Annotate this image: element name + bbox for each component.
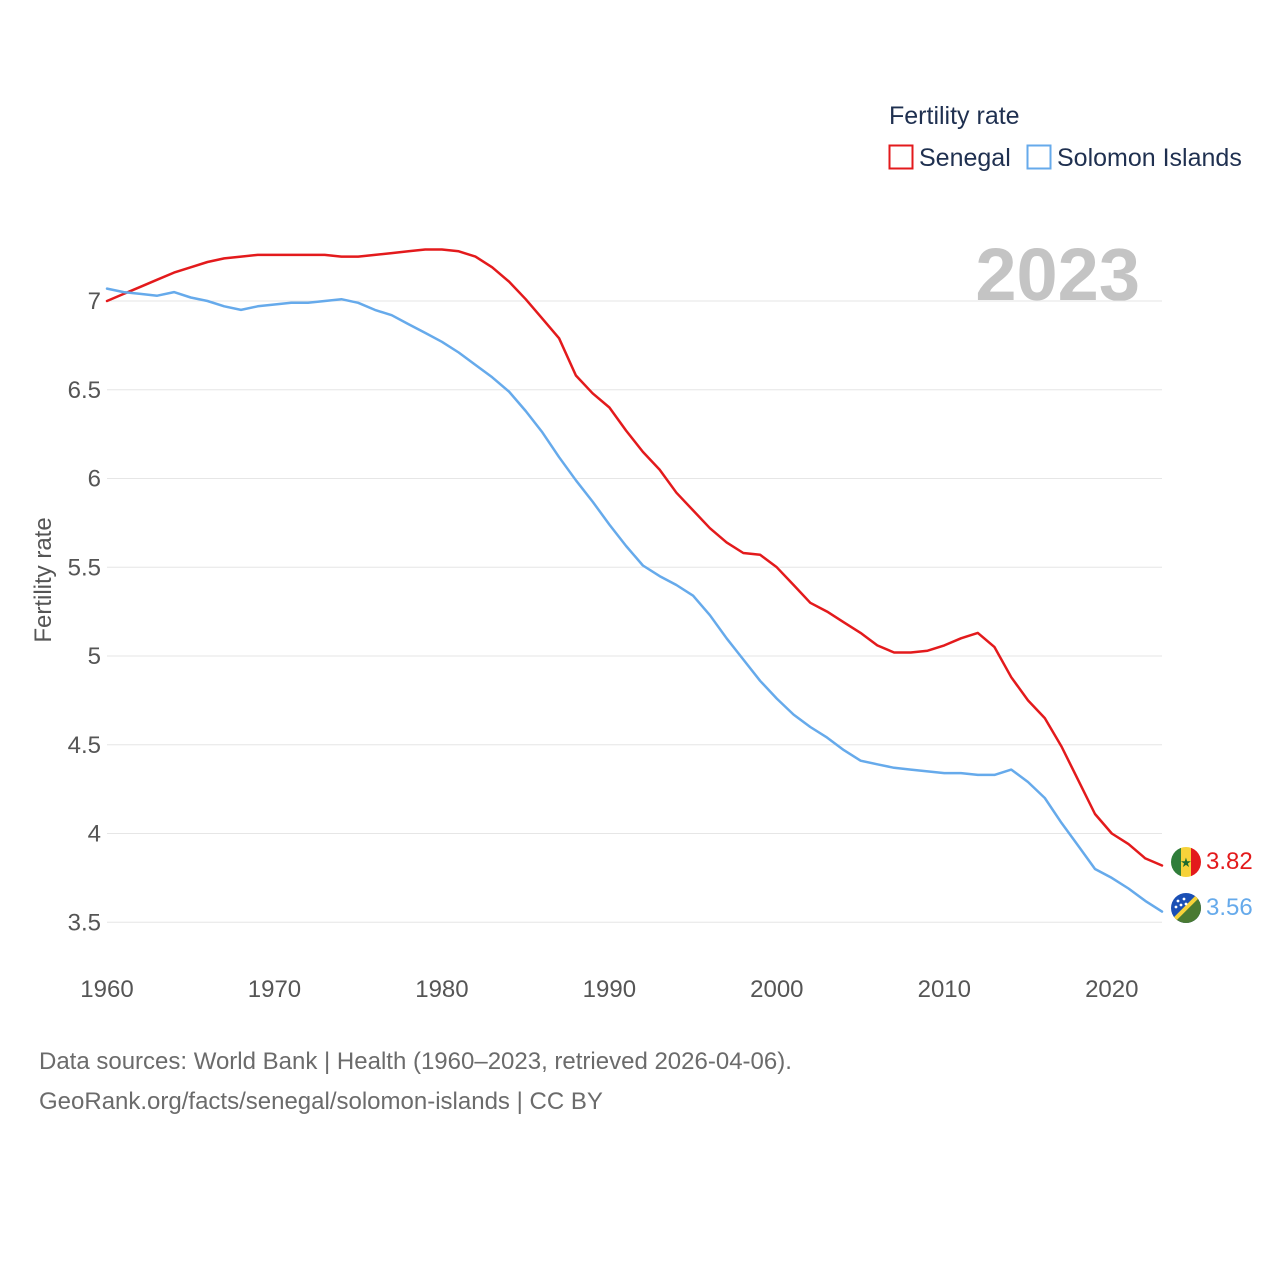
x-tick-label: 1990 xyxy=(583,976,636,1003)
solomon-islands-flag-icon xyxy=(1171,893,1201,923)
y-tick-label: 5.5 xyxy=(68,554,101,581)
y-ticks: 3.5 4 4.5 5 5.5 6 6.5 7 xyxy=(68,288,101,936)
senegal-flag-icon: ★ xyxy=(1171,847,1201,877)
series-line-solomon-islands[interactable] xyxy=(105,287,1164,913)
y-tick-label: 6.5 xyxy=(68,377,101,404)
y-axis-label: Fertility rate xyxy=(30,517,57,642)
x-tick-label: 1970 xyxy=(248,976,301,1003)
y-tick-label: 4 xyxy=(88,821,101,848)
series-line-senegal[interactable] xyxy=(105,248,1164,867)
y-tick-label: 6 xyxy=(88,466,101,493)
x-tick-label: 1960 xyxy=(80,976,133,1003)
legend-swatch-solomon-islands xyxy=(1026,144,1052,170)
year-label: 2023 xyxy=(975,233,1140,316)
x-ticks: 1960 1970 1980 1990 2000 2010 2020 xyxy=(80,976,1138,1003)
source-link[interactable]: GeoRank.org/facts/senegal/solomon-island… xyxy=(39,1088,603,1115)
solomon-islands-end-value: 3.56 xyxy=(1206,894,1253,921)
series-lines xyxy=(105,248,1164,913)
legend-item-senegal[interactable]: Senegal xyxy=(888,144,1011,172)
legend-swatch-senegal xyxy=(888,144,914,170)
y-tick-label: 3.5 xyxy=(68,909,101,936)
senegal-end-value: 3.82 xyxy=(1206,848,1253,875)
legend-label-senegal: Senegal xyxy=(919,144,1011,172)
x-tick-label: 2000 xyxy=(750,976,803,1003)
data-sources-text: Data sources: World Bank | Health (1960–… xyxy=(39,1048,792,1075)
x-tick-label: 2020 xyxy=(1085,976,1138,1003)
y-tick-label: 5 xyxy=(88,643,101,670)
footer: Data sources: World Bank | Health (1960–… xyxy=(39,1042,792,1122)
x-tick-label: 1980 xyxy=(415,976,468,1003)
gridlines xyxy=(107,300,1162,923)
fertility-chart: Fertility rate Senegal Solomon Islands 2… xyxy=(30,102,1253,1003)
legend-title: Fertility rate xyxy=(889,102,1020,130)
y-tick-label: 4.5 xyxy=(68,732,101,759)
legend-label-solomon-islands: Solomon Islands xyxy=(1057,144,1242,172)
legend-item-solomon-islands[interactable]: Solomon Islands xyxy=(1026,144,1242,172)
x-tick-label: 2010 xyxy=(918,976,971,1003)
svg-text:★: ★ xyxy=(1180,856,1192,871)
y-tick-label: 7 xyxy=(88,288,101,315)
